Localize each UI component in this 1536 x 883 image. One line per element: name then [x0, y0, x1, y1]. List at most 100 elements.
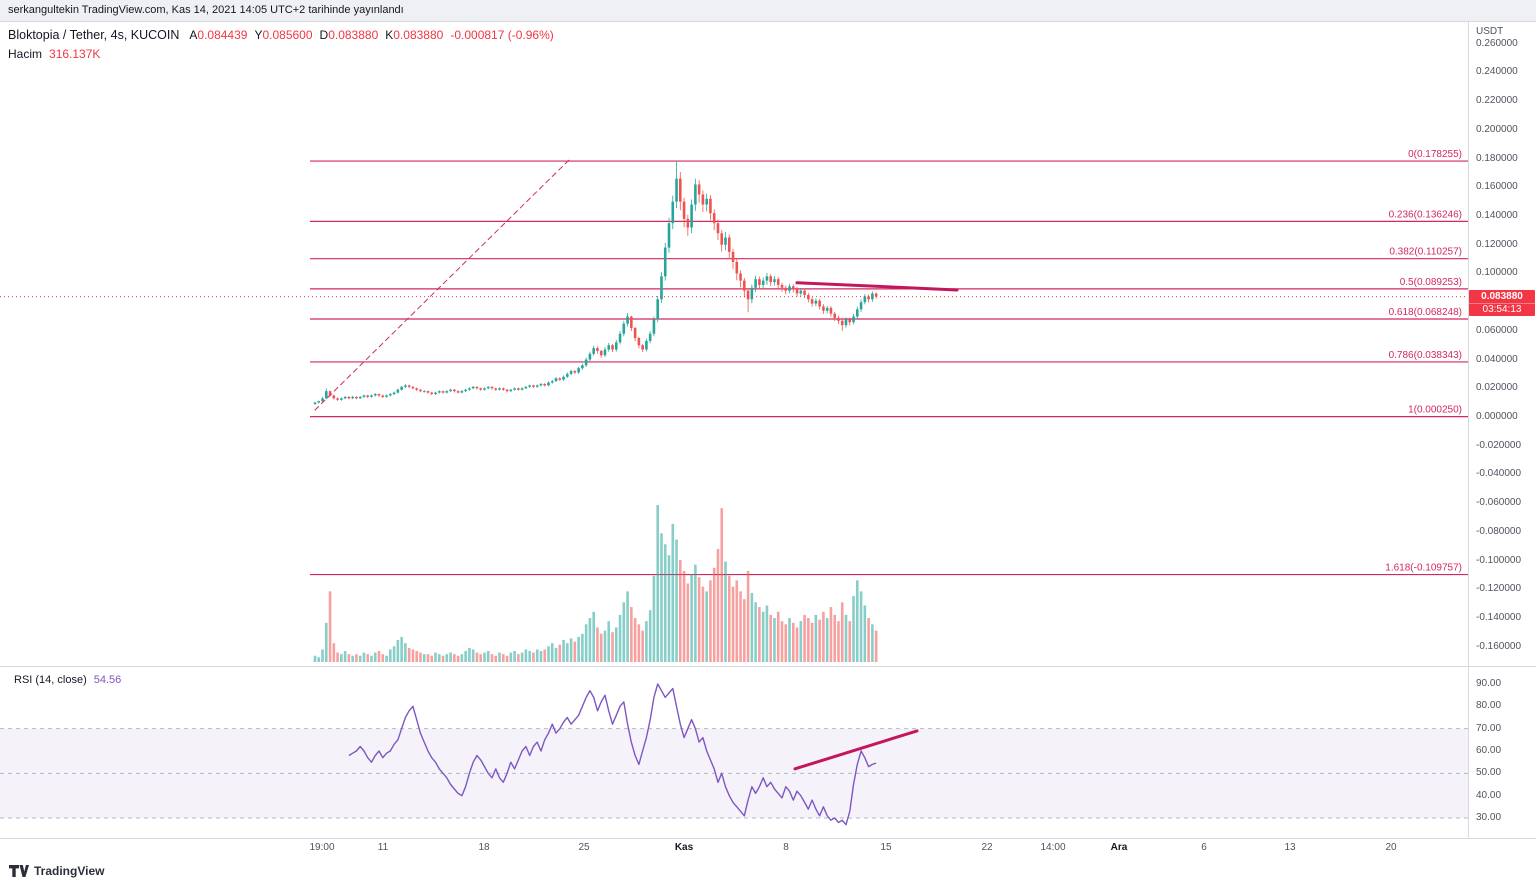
- volume-bar: [739, 591, 742, 662]
- candle-body: [554, 378, 558, 382]
- candle-body: [584, 359, 588, 366]
- volume-bar: [324, 622, 328, 662]
- candle-body: [773, 279, 776, 283]
- candle-body: [825, 307, 829, 311]
- fib-label: 1.618(-0.109757): [1385, 563, 1462, 574]
- candle-body: [479, 388, 483, 390]
- candle-body: [366, 395, 370, 397]
- fib-retracement-group[interactable]: 0(0.178255) 0.236(0.136246) 0.382(0.110257…: [310, 149, 1468, 576]
- volume-bar: [592, 611, 595, 662]
- volume-bar: [573, 641, 577, 662]
- candle-body: [464, 389, 467, 392]
- volume-bar: [686, 583, 690, 662]
- time-tick-label: Kas: [674, 842, 694, 853]
- volume-bar: [671, 523, 675, 662]
- volume-bar: [566, 643, 569, 662]
- volume-bar: [389, 649, 392, 662]
- volume-bar: [645, 621, 648, 662]
- volume-bar: [562, 640, 565, 662]
- price-axis[interactable]: USDT 0.260000 0.240000 0.220000 0.200000 0.1…: [1468, 22, 1536, 838]
- volume-bar: [464, 651, 467, 662]
- volume-bar: [731, 586, 735, 662]
- volume-bar: [456, 655, 460, 662]
- volume-bar: [441, 655, 445, 662]
- candle-body: [313, 402, 317, 405]
- candle-body: [370, 395, 373, 397]
- rsi-trendline[interactable]: [793, 729, 919, 771]
- candle-body: [671, 201, 675, 224]
- volume-bar: [859, 591, 863, 662]
- candle-body: [679, 178, 682, 202]
- price-tick-label: 0.020000: [1476, 382, 1518, 394]
- candle-body: [377, 394, 381, 396]
- price-tick-label: -0.060000: [1476, 497, 1522, 509]
- candle-body: [795, 289, 799, 294]
- time-tick-label: 20: [1385, 842, 1397, 853]
- candle-body: [701, 194, 705, 205]
- candle-body: [577, 368, 580, 373]
- fib-label: 1(0.000250): [1408, 405, 1462, 416]
- candle-body: [750, 287, 754, 300]
- candle-body: [810, 299, 814, 304]
- candle-body: [550, 381, 554, 383]
- candle-body: [716, 223, 720, 234]
- candle-body: [645, 340, 648, 350]
- fib-label: 0.5(0.089253): [1400, 277, 1462, 288]
- footer-bar: TradingView: [0, 858, 1536, 883]
- volume-bar: [765, 605, 769, 662]
- volume-bar: [810, 622, 814, 662]
- volume-bar: [328, 591, 332, 662]
- time-tick-label: 25: [578, 842, 590, 853]
- candle-body: [569, 371, 573, 374]
- volume-bar: [494, 655, 498, 662]
- price-tick-label: 0.160000: [1476, 181, 1518, 193]
- time-tick-label: 22: [981, 842, 993, 853]
- candle-body: [720, 233, 724, 245]
- rsi-legend: RSI (14, close) 54.56: [14, 674, 121, 686]
- candle-body: [437, 391, 441, 393]
- candle-body: [731, 251, 735, 262]
- candle-body: [614, 342, 618, 350]
- price-tick-label: 0.220000: [1476, 95, 1518, 107]
- candle-body: [351, 396, 354, 399]
- candle-body: [844, 319, 848, 326]
- candle-body: [396, 389, 400, 393]
- tradingview-logo-icon: [9, 865, 29, 877]
- price-trendline[interactable]: [314, 157, 572, 411]
- candle-body: [618, 333, 622, 343]
- candle-body: [328, 391, 332, 396]
- volume-bar: [852, 596, 855, 662]
- candle-body: [776, 279, 780, 285]
- candle-body: [581, 365, 584, 369]
- volume-bar: [426, 654, 430, 662]
- time-axis[interactable]: 19:00 11 18 25 Kas 8 15 22 14:00 Ara 6 13 20: [0, 838, 1536, 858]
- symbol-title[interactable]: Bloktopia / Tether, 4s, KUCOIN: [8, 28, 180, 42]
- candle-body: [874, 293, 878, 297]
- volume-bar: [558, 644, 562, 662]
- fib-label: 0.236(0.136246): [1389, 209, 1462, 220]
- volume-bar: [712, 567, 716, 662]
- volume-bar: [663, 544, 667, 662]
- volume-bar: [434, 652, 437, 662]
- candle-body: [441, 391, 445, 393]
- ohlc-close: K0.083880: [385, 28, 444, 42]
- candle-body: [505, 389, 509, 392]
- volume-bar: [490, 654, 494, 662]
- candle-body: [509, 389, 513, 392]
- chart-canvas[interactable]: 0(0.178255) 0.236(0.136246) 0.382(0.110257…: [0, 22, 1468, 838]
- tradingview-logo[interactable]: TradingView: [8, 863, 104, 879]
- volume-bar: [743, 599, 746, 662]
- chart-area[interactable]: 0(0.178255) 0.236(0.136246) 0.382(0.110257…: [0, 22, 1468, 838]
- candle-body: [599, 350, 603, 356]
- candle-body: [675, 178, 678, 202]
- price-tick-label: -0.020000: [1476, 439, 1522, 451]
- candle-body: [758, 279, 761, 285]
- panel-separator[interactable]: [0, 666, 1536, 667]
- candle-body: [419, 389, 422, 392]
- candle-body: [743, 280, 746, 291]
- publish-info: serkangultekin TradingView.com, Kas 14, …: [8, 4, 404, 16]
- price-trendline[interactable]: [795, 281, 959, 292]
- volume-bar: [581, 633, 584, 662]
- price-tick-label: -0.120000: [1476, 583, 1522, 595]
- candle-body: [622, 323, 626, 334]
